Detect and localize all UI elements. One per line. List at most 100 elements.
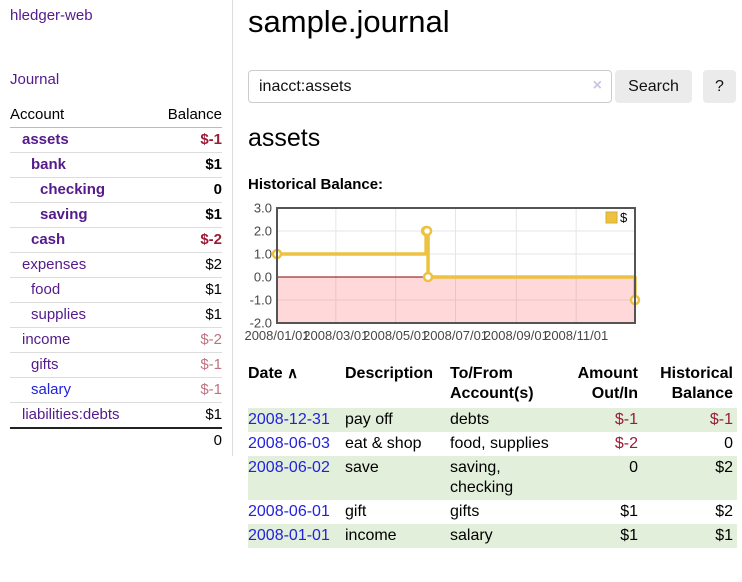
search-bar: × Search ? (248, 70, 742, 103)
register-row: 2008-01-01 income salary $1 $1 (248, 524, 737, 548)
account-row: gifts $-1 (10, 352, 222, 378)
register-col-accounts: To/From Account(s) (450, 365, 534, 402)
page-title: sample.journal (248, 4, 450, 39)
transaction-balance: $-1 (709, 411, 733, 428)
register-header-row: Date ∧ Description To/From Account(s) Am… (248, 362, 737, 408)
main-content: sample.journal × Search ? assets Histori… (244, 0, 742, 582)
transaction-accounts: food, supplies (450, 435, 549, 452)
register-table: Date ∧ Description To/From Account(s) Am… (248, 362, 737, 548)
app-brand-link[interactable]: hledger-web (10, 7, 93, 24)
x-tick-label: 2008/07/01 (423, 328, 488, 343)
historical-balance-chart: 3.0 2.0 1.0 0.0 -1.0 -2.02008/01/012008/03/01… (244, 201, 641, 343)
transaction-accounts: debts (450, 411, 490, 428)
account-row: income $-2 (10, 327, 222, 353)
accounts-total-value: 0 (150, 427, 222, 453)
account-row: checking 0 (10, 177, 222, 203)
register-col-date[interactable]: Date ∧ (248, 365, 299, 382)
transaction-description: gift (345, 503, 367, 520)
transaction-amount: $1 (620, 527, 638, 544)
register-col-balance: Historical Balance (660, 365, 733, 402)
transaction-accounts: salary (450, 527, 493, 544)
transaction-description: save (345, 459, 379, 476)
sidebar-account-liabilities-debts[interactable]: liabilities:debts (22, 406, 120, 423)
transaction-accounts: saving, checking (450, 459, 514, 496)
x-tick-label: 2008/05/01 (363, 328, 428, 343)
account-row: food $1 (10, 277, 222, 303)
chart-label: Historical Balance: (248, 176, 384, 193)
sidebar-account-expenses[interactable]: expenses (22, 256, 87, 273)
plot-border (276, 207, 636, 324)
account-row: saving $1 (10, 202, 222, 228)
transaction-date-link[interactable]: 2008-12-31 (248, 411, 330, 428)
account-row: bank $1 (10, 152, 222, 178)
account-balance: $1 (150, 202, 222, 228)
y-tick-label: -2.0 (250, 316, 272, 331)
sidebar-account-bank[interactable]: bank (31, 156, 67, 173)
sidebar: hledger-web Journal Account Balance asse… (0, 0, 233, 456)
transaction-amount: $1 (620, 503, 638, 520)
account-balance: $1 (150, 402, 222, 428)
data-point-marker (421, 225, 433, 237)
account-heading: assets (248, 124, 321, 152)
y-tick-label: -1.0 (250, 293, 272, 308)
help-button[interactable]: ? (703, 70, 736, 103)
sort-ascending-icon[interactable]: ∧ (287, 365, 299, 382)
transaction-balance: $2 (715, 503, 733, 520)
search-button[interactable]: Search (615, 70, 692, 103)
register-row: 2008-12-31 pay off debts $-1 $-1 (248, 408, 737, 432)
transaction-date-link[interactable]: 2008-06-02 (248, 459, 330, 476)
register-col-description: Description (345, 365, 434, 382)
sidebar-account-income[interactable]: income (22, 331, 71, 348)
y-tick-label: 0.0 (254, 270, 272, 285)
clear-search-icon[interactable]: × (592, 77, 602, 94)
transaction-amount: $-2 (614, 435, 638, 452)
transaction-accounts: gifts (450, 503, 480, 520)
transaction-date-link[interactable]: 2008-01-01 (248, 527, 330, 544)
account-balance: $1 (150, 277, 222, 303)
account-balance: $-1 (150, 377, 222, 403)
accounts-table: Account Balance assets $-1 bank $1 checking 0… (10, 103, 222, 453)
sidebar-account-salary[interactable]: salary (31, 381, 72, 398)
account-balance: $1 (150, 302, 222, 328)
accounts-col-balance: Balance (150, 103, 222, 128)
x-tick-label: 2008/11/01 (544, 328, 608, 343)
sidebar-account-assets[interactable]: assets (22, 131, 69, 148)
y-tick-label: 2.0 (254, 224, 272, 239)
transaction-date-link[interactable]: 2008-06-01 (248, 503, 330, 520)
accounts-total-row: 0 (10, 427, 222, 453)
sidebar-account-gifts[interactable]: gifts (31, 356, 59, 373)
register-row: 2008-06-01 gift gifts $1 $2 (248, 500, 737, 524)
data-point-marker (422, 271, 434, 283)
sidebar-account-cash[interactable]: cash (31, 231, 66, 248)
accounts-header-row: Account Balance (10, 103, 222, 128)
account-balance: $1 (150, 152, 222, 178)
account-balance: $-2 (150, 327, 222, 353)
accounts-col-account: Account (10, 103, 150, 128)
account-balance: $-2 (150, 227, 222, 253)
x-tick-label: 2008/01/01 (244, 328, 309, 343)
x-tick-label: 2008/03/01 (303, 328, 368, 343)
transaction-amount: $-1 (614, 411, 638, 428)
account-row: expenses $2 (10, 252, 222, 278)
transaction-balance: $2 (715, 459, 733, 476)
account-row: liabilities:debts $1 (10, 402, 222, 428)
sidebar-account-food[interactable]: food (31, 281, 61, 298)
transaction-description: eat & shop (345, 435, 422, 452)
legend-label: $ (620, 210, 628, 225)
sidebar-account-supplies[interactable]: supplies (31, 306, 87, 323)
y-tick-label: 3.0 (254, 201, 272, 216)
sidebar-item-journal[interactable]: Journal (10, 71, 60, 88)
search-input[interactable] (248, 70, 612, 103)
transaction-date-link[interactable]: 2008-06-03 (248, 435, 330, 452)
account-row: salary $-1 (10, 377, 222, 403)
account-row: assets $-1 (10, 128, 222, 153)
transaction-description: pay off (345, 411, 393, 428)
transaction-balance: $1 (715, 527, 733, 544)
register-col-amount: Amount Out/In (577, 365, 638, 402)
sidebar-account-saving[interactable]: saving (40, 206, 88, 223)
account-row: supplies $1 (10, 302, 222, 328)
sidebar-account-checking[interactable]: checking (40, 181, 106, 198)
transaction-description: income (345, 527, 397, 544)
negative-region (277, 277, 635, 323)
account-balance: $-1 (200, 131, 222, 148)
